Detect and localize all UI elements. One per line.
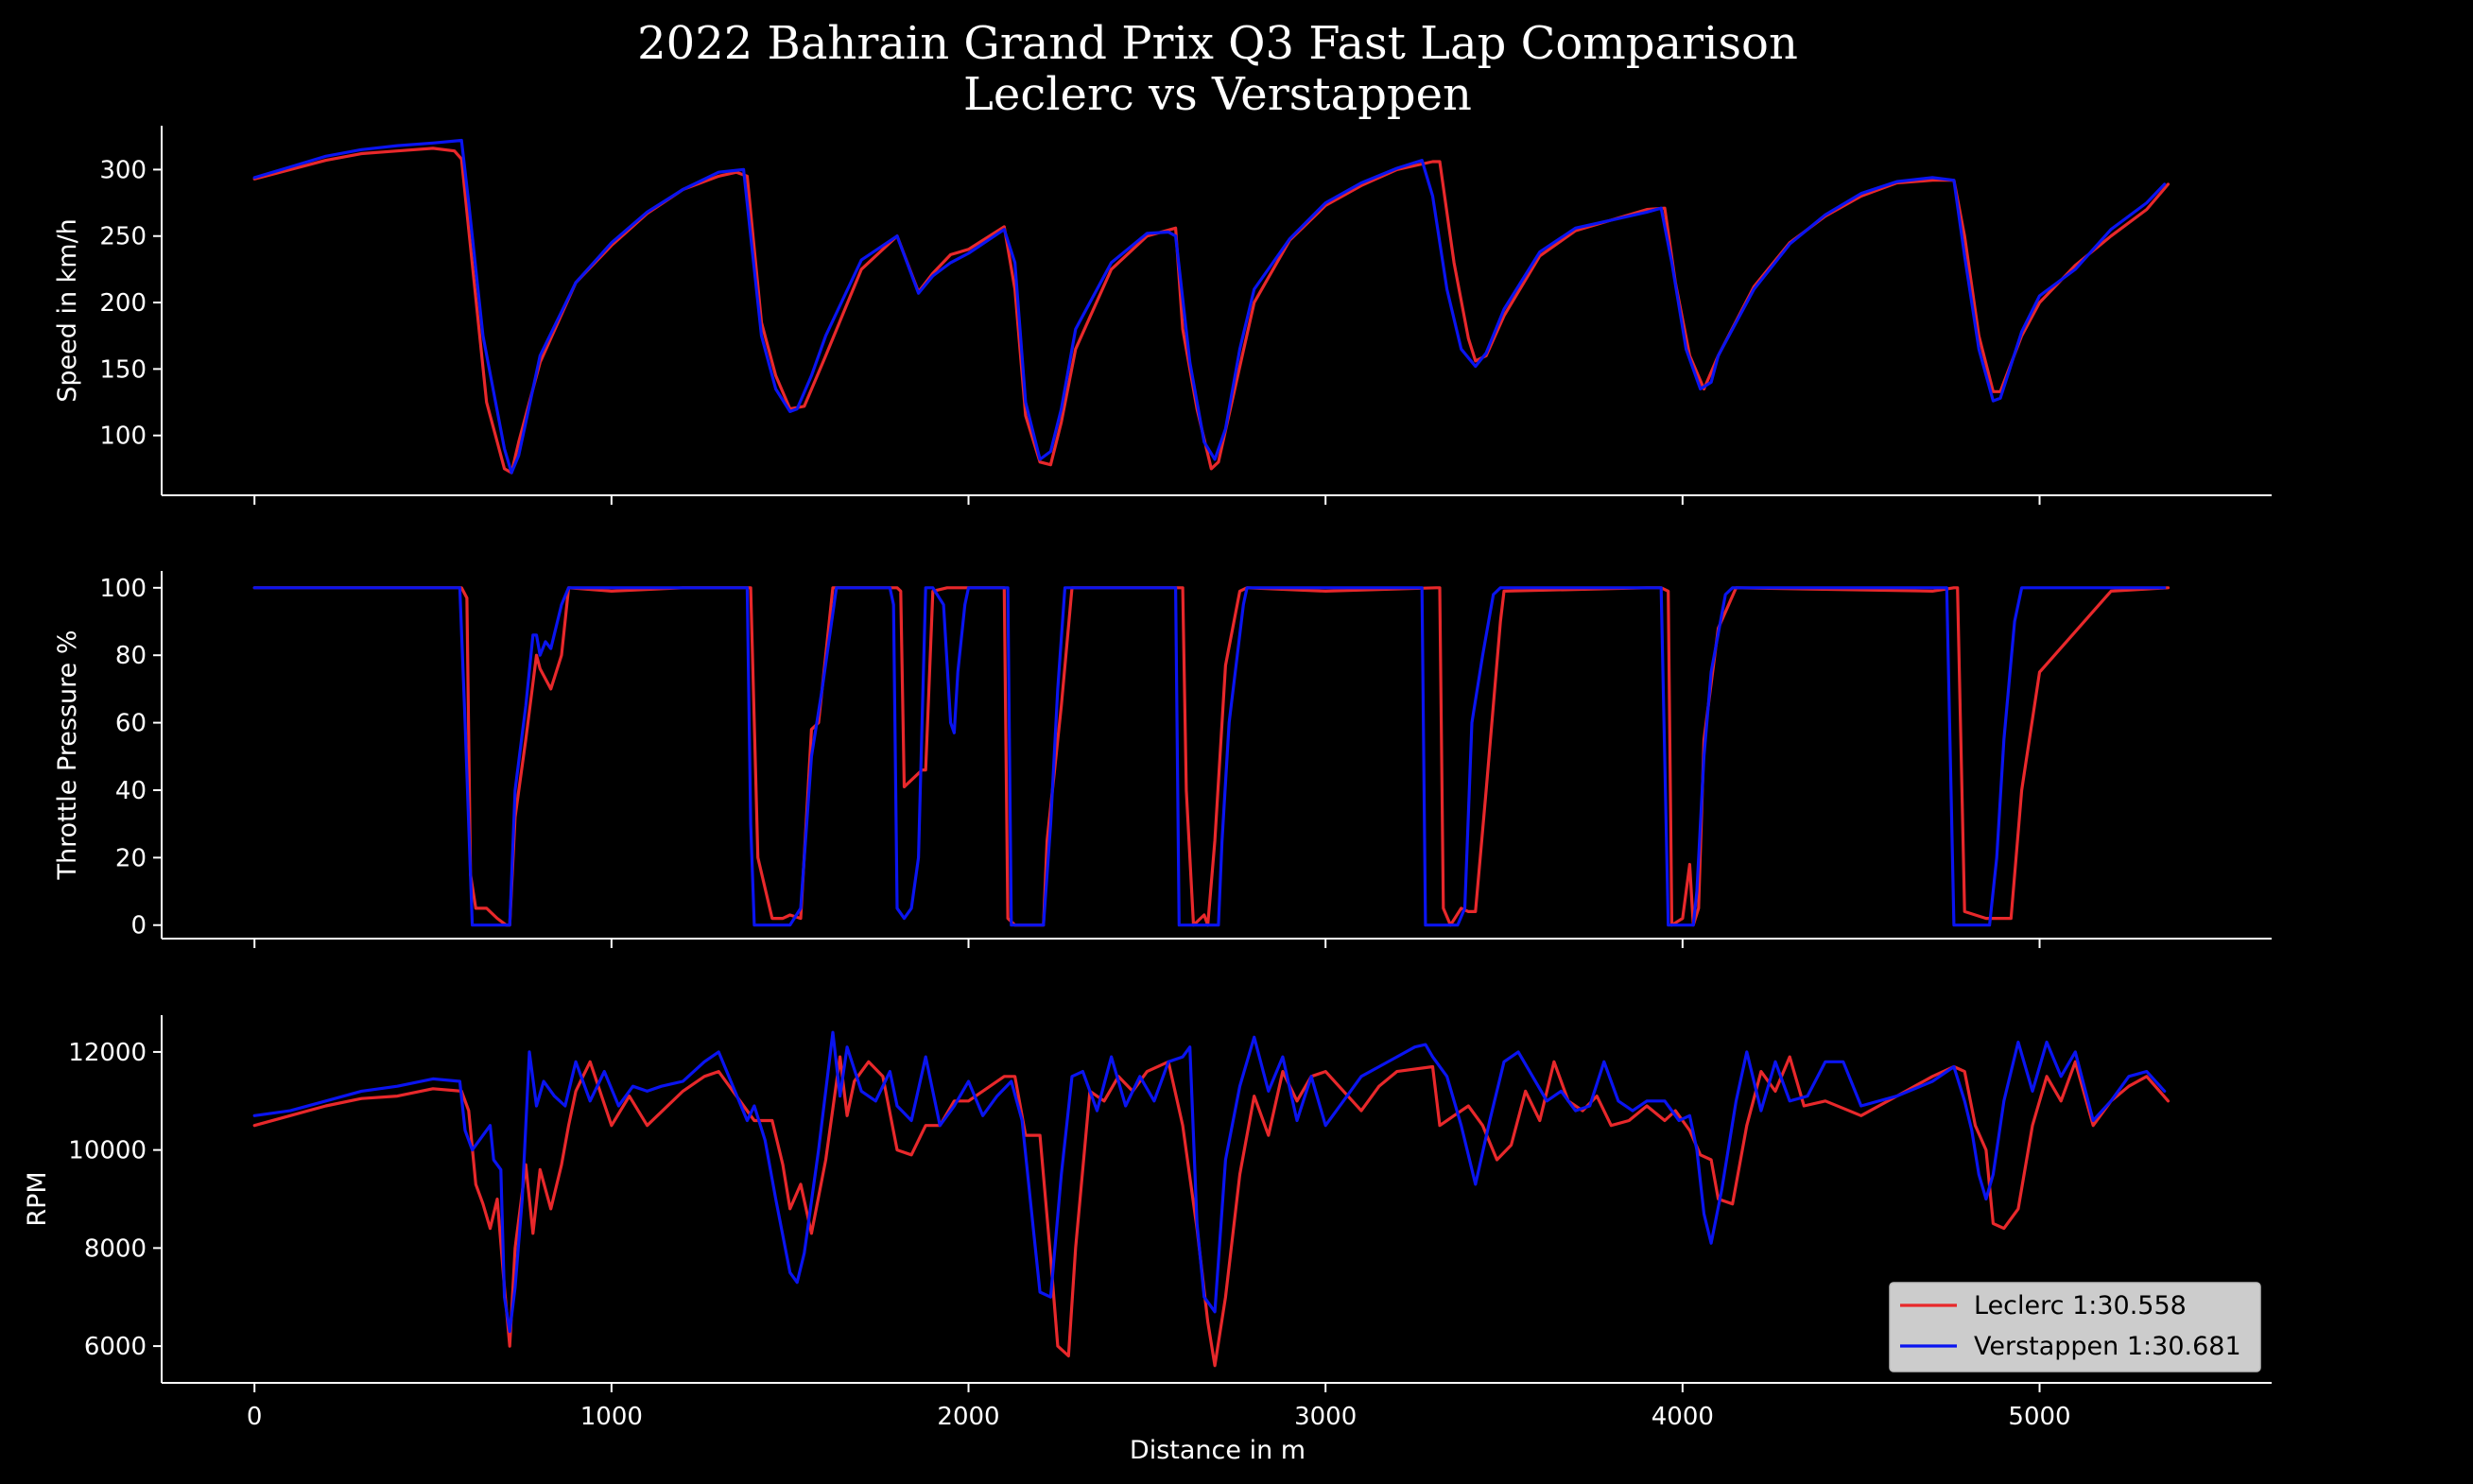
legend-frame [1889, 1282, 2261, 1372]
throttle-y-tick-label: 100 [99, 575, 147, 603]
rpm-y-tick-label: 10000 [68, 1137, 147, 1165]
speed-y-tick-label: 100 [99, 423, 147, 451]
x-tick-label: 0 [247, 1403, 263, 1431]
x-tick-label: 5000 [2008, 1403, 2070, 1431]
legend: Leclerc 1:30.558 Verstappen 1:30.681 [1889, 1282, 2261, 1372]
x-axis-label: Distance in m [1130, 1436, 1306, 1465]
x-tick-label: 1000 [580, 1403, 643, 1431]
speed-series-verstappen [252, 138, 2167, 475]
x-axis: 0 1000 2000 3000 4000 5000 [247, 1403, 2071, 1431]
speed-y-tick-label: 300 [99, 156, 147, 184]
speed-y-tick-label: 250 [99, 223, 147, 251]
x-tick-label: 2000 [937, 1403, 999, 1431]
legend-label-leclerc: Leclerc 1:30.558 [1974, 1291, 2187, 1320]
speed-y-axis-label: Speed in km/h [53, 218, 82, 403]
throttle-panel: 0 20 40 60 80 100 Throttle Pressure % [53, 571, 2272, 948]
rpm-y-tick-label: 12000 [68, 1039, 147, 1067]
throttle-y-tick-label: 40 [115, 777, 147, 805]
throttle-series-verstappen [252, 586, 2167, 927]
throttle-y-axis-label: Throttle Pressure % [53, 630, 82, 880]
rpm-y-axis-label: RPM [23, 1171, 52, 1226]
rpm-y-tick-label: 8000 [84, 1234, 147, 1263]
speed-panel: 100 150 200 250 300 Speed in km/h [53, 126, 2272, 505]
legend-label-verstappen: Verstappen 1:30.681 [1974, 1332, 2241, 1361]
x-tick-label: 4000 [1652, 1403, 1714, 1431]
speed-y-tick-label: 200 [99, 289, 147, 318]
rpm-y-tick-label: 6000 [84, 1333, 147, 1361]
chart-title: 2022 Bahrain Grand Prix Q3 Fast Lap Comp… [637, 17, 1798, 70]
throttle-y-tick-label: 0 [130, 912, 147, 940]
rpm-panel: 6000 8000 10000 12000 RPM [23, 1015, 2272, 1392]
throttle-y-tick-label: 60 [115, 710, 147, 738]
throttle-y-tick-label: 80 [115, 642, 147, 670]
speed-y-tick-label: 150 [99, 355, 147, 384]
rpm-series-leclerc [252, 1055, 2170, 1368]
rpm-series-verstappen [252, 1030, 2167, 1334]
throttle-y-tick-label: 20 [115, 844, 147, 872]
x-tick-label: 3000 [1294, 1403, 1357, 1431]
chart-subtitle: Leclerc vs Verstappen [963, 68, 1472, 121]
